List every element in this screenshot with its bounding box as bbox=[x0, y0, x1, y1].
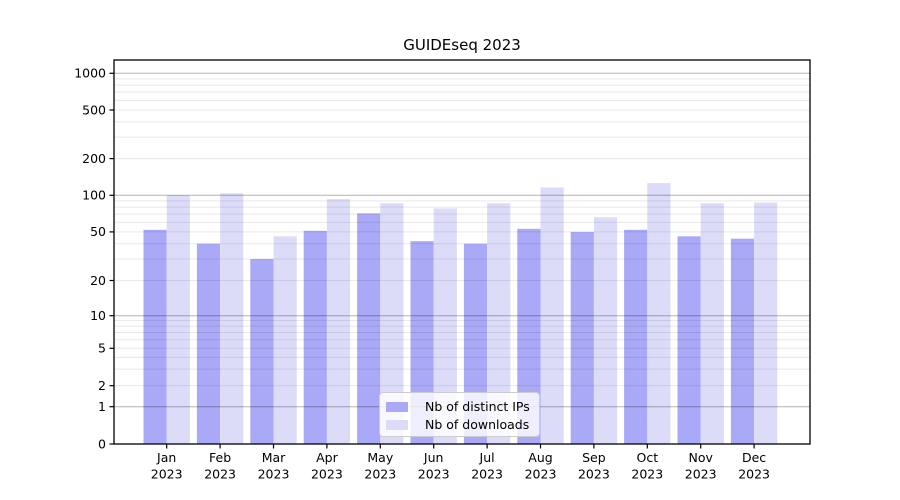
bar-distinct-ips bbox=[303, 230, 327, 444]
x-tick-label-year: 2023 bbox=[471, 467, 503, 482]
x-tick-label-month: Mar bbox=[262, 450, 286, 465]
bar-downloads bbox=[273, 236, 297, 444]
bar-downloads bbox=[380, 203, 404, 444]
x-tick-label-month: Sep bbox=[582, 450, 606, 465]
x-tick-label-year: 2023 bbox=[525, 467, 557, 482]
y-tick-label: 50 bbox=[90, 224, 106, 239]
bar-downloads bbox=[754, 202, 778, 444]
bar-distinct-ips bbox=[570, 231, 594, 444]
x-tick-label-month: Jan bbox=[156, 450, 176, 465]
x-tick-label-month: Aug bbox=[528, 450, 552, 465]
x-tick-label-year: 2023 bbox=[738, 467, 770, 482]
x-tick-label-year: 2023 bbox=[578, 467, 610, 482]
bar-downloads bbox=[700, 203, 724, 444]
y-tick-label: 500 bbox=[82, 102, 106, 117]
x-tick-label-year: 2023 bbox=[258, 467, 290, 482]
y-tick-label: 200 bbox=[82, 151, 106, 166]
bar-distinct-ips bbox=[250, 258, 274, 444]
x-tick-label-year: 2023 bbox=[204, 467, 236, 482]
y-tick-label: 1000 bbox=[74, 66, 106, 81]
bar-downloads bbox=[647, 183, 671, 444]
x-tick-label-month: Jul bbox=[479, 450, 495, 465]
bar-distinct-ips bbox=[357, 213, 381, 444]
x-tick-label-year: 2023 bbox=[631, 467, 663, 482]
x-tick-label-month: Oct bbox=[636, 450, 658, 465]
y-tick-label: 1 bbox=[98, 399, 106, 414]
y-tick-label: 2 bbox=[98, 378, 106, 393]
x-tick-label-year: 2023 bbox=[311, 467, 343, 482]
x-tick-label-year: 2023 bbox=[685, 467, 717, 482]
bar-downloads bbox=[326, 199, 351, 444]
chart-title: GUIDEseq 2023 bbox=[403, 36, 521, 54]
legend-label: Nb of distinct IPs bbox=[425, 399, 530, 414]
bar-downloads bbox=[487, 203, 511, 444]
y-tick-label: 100 bbox=[82, 188, 106, 203]
x-tick-label-month: Dec bbox=[742, 450, 766, 465]
bar-distinct-ips bbox=[677, 236, 701, 444]
legend-item: Nb of distinct IPs bbox=[386, 398, 539, 415]
bar-downloads bbox=[433, 208, 457, 444]
bar-downloads bbox=[540, 187, 564, 444]
plot-frame bbox=[113, 59, 811, 445]
x-tick-label-year: 2023 bbox=[418, 467, 450, 482]
x-tick-label-year: 2023 bbox=[151, 467, 183, 482]
y-tick-label: 5 bbox=[98, 341, 106, 356]
x-tick-label-month: Jun bbox=[423, 450, 444, 465]
bar-downloads bbox=[166, 195, 190, 444]
x-tick-label-month: Feb bbox=[209, 450, 231, 465]
x-tick-label-month: Nov bbox=[688, 450, 713, 465]
bar-distinct-ips bbox=[517, 228, 541, 444]
legend-item: Nb of downloads bbox=[386, 416, 539, 433]
y-tick-label: 20 bbox=[90, 273, 106, 288]
x-tick-label-month: May bbox=[367, 450, 393, 465]
legend-label: Nb of downloads bbox=[425, 417, 530, 432]
bar-downloads bbox=[220, 193, 244, 444]
bar-distinct-ips bbox=[196, 243, 221, 444]
x-tick-label-year: 2023 bbox=[364, 467, 396, 482]
legend: Nb of distinct IPs Nb of downloads bbox=[379, 392, 540, 437]
bar-distinct-ips bbox=[143, 229, 167, 444]
y-tick-label: 0 bbox=[98, 436, 106, 451]
y-tick-label: 10 bbox=[90, 308, 106, 323]
bar-downloads bbox=[593, 217, 618, 444]
legend-swatch-downloads bbox=[386, 419, 408, 430]
bar-distinct-ips bbox=[624, 229, 648, 444]
bar-distinct-ips bbox=[730, 238, 755, 444]
x-tick-label-month: Apr bbox=[316, 450, 338, 465]
legend-swatch-distinct-ips bbox=[386, 401, 408, 412]
